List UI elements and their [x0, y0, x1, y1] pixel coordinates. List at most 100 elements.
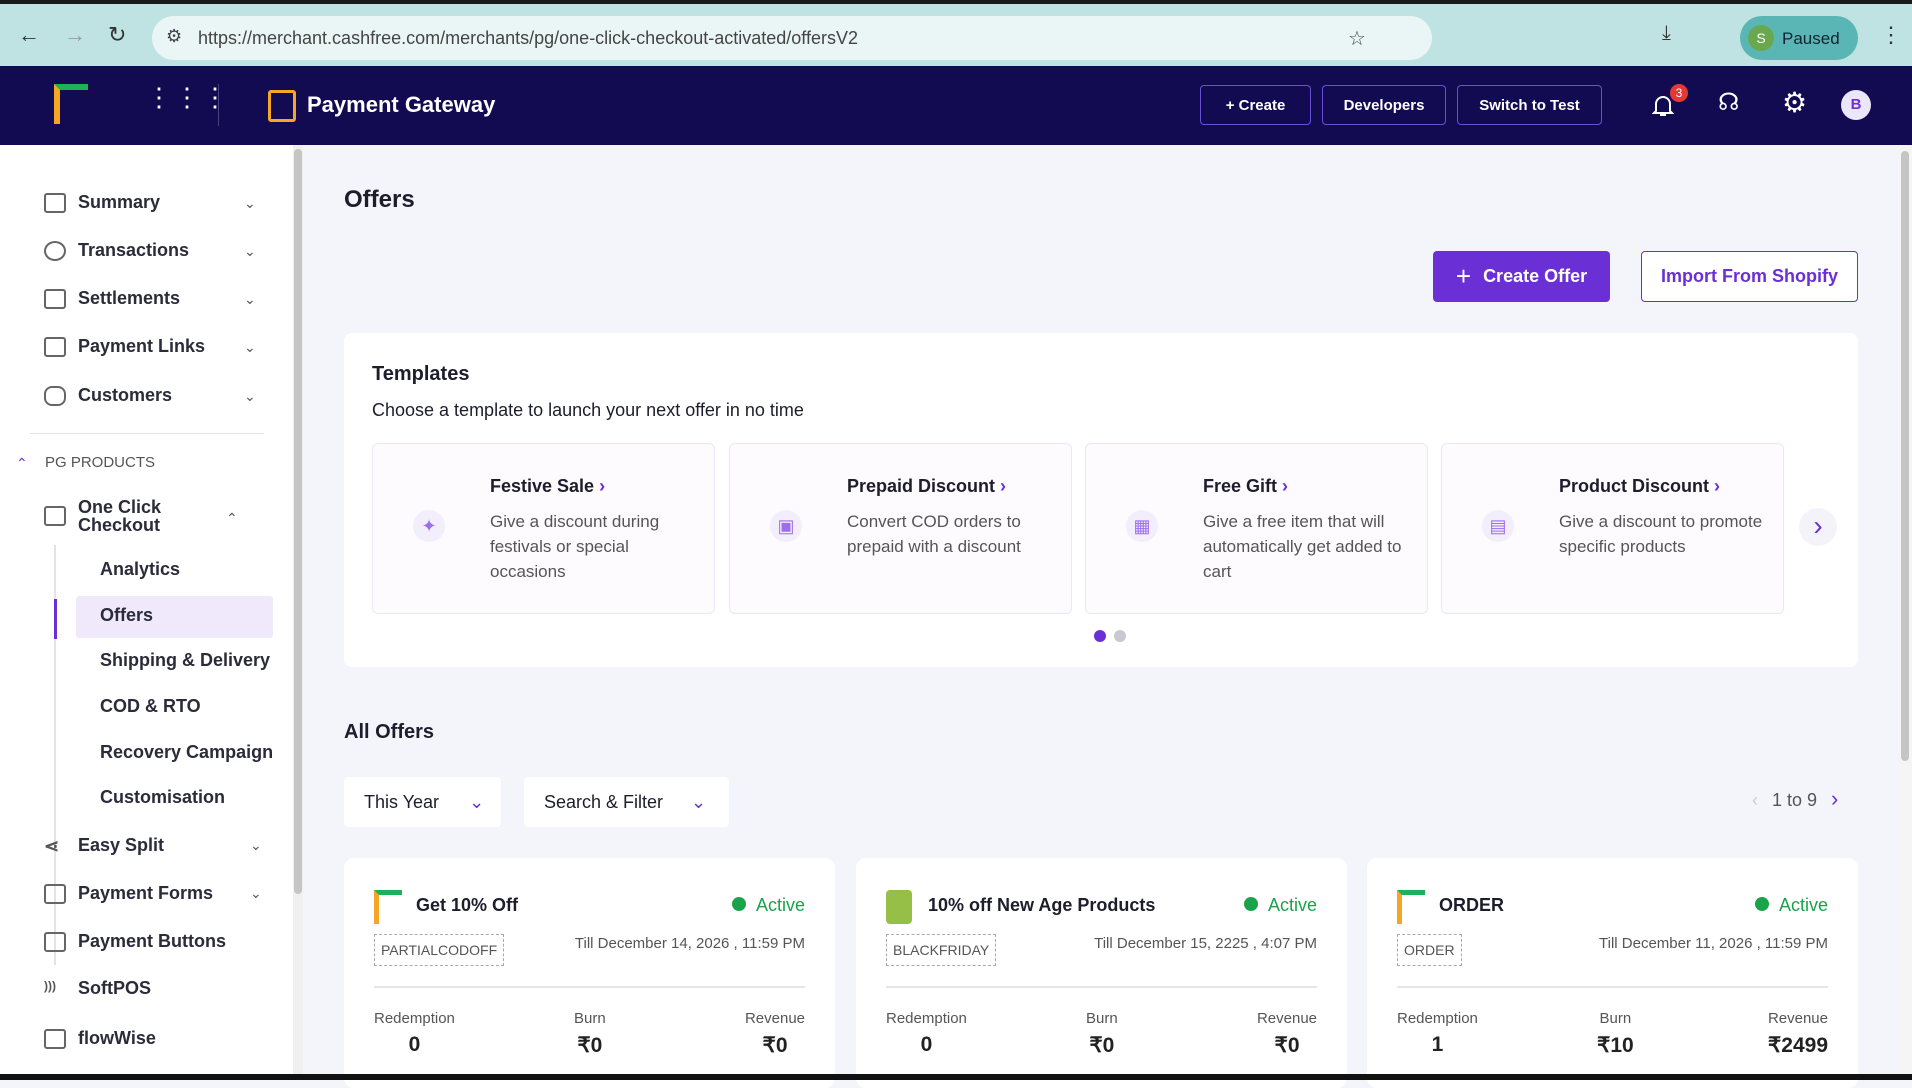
buttons-icon [44, 931, 66, 952]
chevron-right-icon: › [1282, 476, 1289, 496]
sidebar-item-payment-buttons[interactable]: Payment Buttons [44, 931, 226, 952]
coupon-code: ORDER [1397, 934, 1462, 966]
create-offer-button[interactable]: + Create Offer [1433, 251, 1610, 302]
shopify-logo [886, 890, 912, 924]
sidebar-item-softpos[interactable]: ))) SoftPOS [44, 978, 151, 999]
chevron-down-icon[interactable]: ⌄ [244, 339, 256, 355]
label: Payment Links [78, 336, 206, 356]
template-title: Prepaid Discount › [847, 476, 1006, 497]
next-page-icon[interactable]: › [1831, 786, 1839, 811]
value: ₹0 [1274, 1034, 1300, 1057]
site-settings-icon[interactable]: ⚙ [166, 26, 183, 46]
value: 1 [1431, 1033, 1444, 1056]
user-avatar[interactable]: B [1841, 90, 1871, 120]
main-scrollbar[interactable] [1898, 145, 1912, 1080]
carousel-next-button[interactable]: › [1799, 508, 1837, 546]
label: Redemption [886, 1010, 967, 1027]
label: Payment Forms [78, 883, 214, 903]
period-dropdown[interactable]: This Year ⌄ [344, 777, 501, 827]
chevron-down-icon[interactable]: ⌄ [244, 243, 256, 259]
notification-bell-icon[interactable] [1652, 94, 1674, 118]
chevron-down-icon[interactable]: ⌄ [244, 291, 256, 307]
sidebar-item-one-click-checkout[interactable]: One Click Checkout [44, 498, 188, 534]
all-offers-title: All Offers [344, 721, 435, 743]
sidebar-item-payment-links[interactable]: Payment Links [44, 336, 205, 357]
sidebar-item-flowwise[interactable]: flowWise [44, 1028, 156, 1049]
chevron-up-icon[interactable]: ⌃ [16, 455, 28, 471]
profile-status: Paused [1782, 29, 1840, 48]
label: Free Gift [1203, 476, 1278, 496]
label: Easy Split [78, 835, 165, 855]
revenue-metric: Revenue ₹2499 [1768, 1010, 1828, 1058]
sidebar-item-customers[interactable]: Customers [44, 385, 172, 406]
create-button[interactable]: + Create [1200, 85, 1311, 125]
download-icon[interactable]: ⤓ [1662, 22, 1671, 44]
active-highlight [76, 596, 273, 638]
sidebar-scrollbar[interactable] [293, 145, 303, 1080]
revenue-metric: Revenue ₹0 [1257, 1010, 1317, 1058]
address-bar[interactable]: ⚙ https://merchant.cashfree.com/merchant… [152, 16, 1432, 60]
back-icon[interactable]: ← [18, 22, 40, 47]
offer-card[interactable]: Get 10% Off Active PARTIALCODOFF Till De… [344, 858, 835, 1088]
label: Burn [574, 1010, 606, 1027]
reload-icon[interactable]: ↻ [108, 22, 127, 47]
offer-card[interactable]: 10% off New Age Products Active BLACKFRI… [856, 858, 1347, 1088]
carousel-dot-active[interactable] [1094, 630, 1106, 642]
template-card-product-discount[interactable]: ▤ Product Discount › Give a discount to pr… [1441, 443, 1784, 614]
label: Settlements [78, 288, 181, 308]
chevron-up-icon[interactable]: ⌃ [226, 510, 238, 526]
section-heading: PG PRODUCTS [45, 454, 156, 471]
template-card-free-gift[interactable]: ▦ Free Gift › Give a free item that will a… [1085, 443, 1428, 614]
prev-page-icon[interactable]: ‹ [1752, 790, 1758, 810]
status-badge: Active [1244, 895, 1317, 916]
chevron-down-icon[interactable]: ⌄ [250, 837, 262, 853]
redemption-metric: Redemption 1 [1397, 1010, 1478, 1057]
burn-metric: Burn ₹0 [1086, 1010, 1118, 1058]
payment-gateway-icon [268, 90, 296, 122]
sidebar-item-payment-forms[interactable]: Payment Forms [44, 883, 213, 904]
sidebar-item-settlements[interactable]: Settlements [44, 288, 180, 309]
festive-icon: ✦ [413, 510, 445, 542]
label: SoftPOS [78, 978, 152, 998]
app-header: ⋮⋮⋮ Payment Gateway + Create Developers … [0, 66, 1912, 145]
profile-button[interactable]: S Paused [1740, 16, 1858, 60]
developers-button[interactable]: Developers [1322, 85, 1446, 125]
apps-grid-icon[interactable]: ⋮⋮⋮ [146, 82, 230, 112]
chevron-down-icon[interactable]: ⌄ [244, 388, 256, 404]
cashfree-logo[interactable] [54, 84, 88, 124]
template-card-festive-sale[interactable]: ✦ Festive Sale › Give a discount during fe… [372, 443, 715, 614]
chevron-down-icon[interactable]: ⌄ [250, 885, 262, 901]
sidebar-item-summary[interactable]: Summary [44, 192, 160, 213]
menu-icon[interactable]: ⋮ [1880, 22, 1902, 47]
page-range: 1 to 9 [1772, 790, 1818, 810]
sidebar-item-transactions[interactable]: Transactions [44, 240, 189, 261]
import-from-shopify-button[interactable]: Import From Shopify [1641, 251, 1858, 302]
carousel-dot[interactable] [1114, 630, 1126, 642]
sidebar-subitem-customisation[interactable]: Customisation [100, 787, 226, 807]
search-filter-dropdown[interactable]: Search & Filter ⌄ [524, 777, 729, 827]
sidebar-subitem-analytics[interactable]: Analytics [100, 559, 181, 579]
settings-gear-icon[interactable]: ⚙ [1782, 87, 1808, 118]
sidebar-subitem-offers[interactable]: Offers [100, 605, 154, 625]
sidebar-subitem-cod-rto[interactable]: COD & RTO [100, 696, 201, 716]
support-headset-icon[interactable]: ☊ [1718, 89, 1740, 116]
sidebar-subitem-recovery[interactable]: Recovery Campaign [100, 742, 274, 762]
label: Festive Sale [490, 476, 595, 496]
sidebar-item-easy-split[interactable]: ⋖ Easy Split [44, 835, 164, 856]
chevron-down-icon[interactable]: ⌄ [244, 195, 256, 211]
sidebar-subitem-shipping[interactable]: Shipping & Delivery [100, 650, 271, 670]
label: This Year [364, 791, 440, 812]
forward-icon[interactable]: → [64, 22, 86, 47]
label: One Click Checkout [78, 497, 162, 535]
label: Burn [1086, 1010, 1118, 1027]
offer-card[interactable]: ORDER Active ORDER Till December 11, 202… [1367, 858, 1858, 1088]
tree-line [54, 545, 56, 965]
label: Redemption [374, 1010, 455, 1027]
value: 0 [408, 1033, 421, 1056]
bookmark-star-icon[interactable]: ☆ [1348, 28, 1366, 50]
softpos-icon: ))) [44, 978, 56, 993]
switch-to-test-button[interactable]: Switch to Test [1457, 85, 1602, 125]
template-card-prepaid-discount[interactable]: ▣ Prepaid Discount › Convert COD orders to… [729, 443, 1072, 614]
label: Create Offer [1483, 266, 1588, 286]
label: Product Discount [1559, 476, 1710, 496]
